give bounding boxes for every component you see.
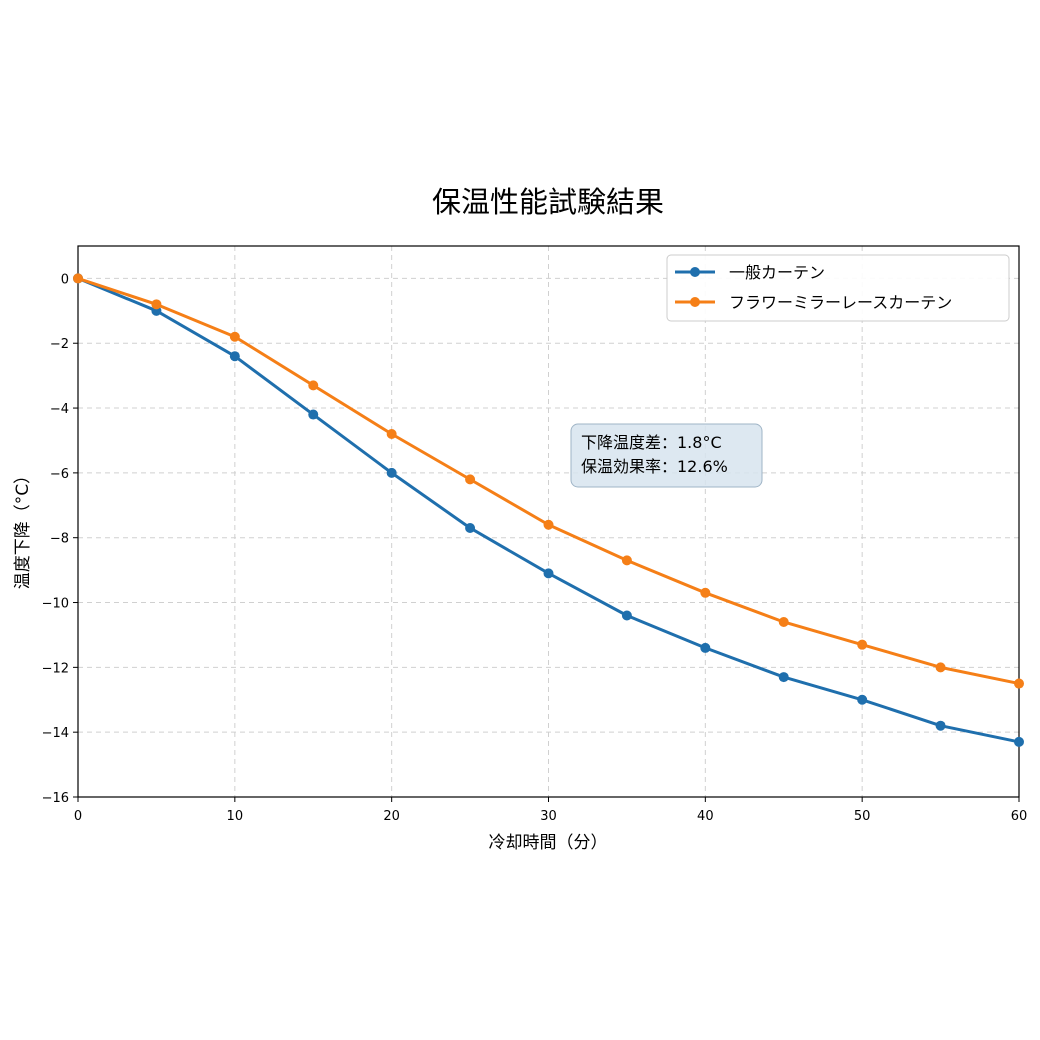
data-point [778, 616, 789, 627]
data-point [1014, 678, 1024, 689]
x-tick-label: 0 [74, 809, 82, 824]
annotation-line-1: 下降温度差：1.8°C [581, 433, 722, 452]
data-point [778, 672, 789, 683]
data-point [621, 555, 632, 566]
x-axis-title: 冷却時間（分） [489, 833, 608, 853]
x-tick-label: 30 [540, 809, 557, 824]
x-tick-label: 50 [854, 809, 871, 824]
data-point [857, 639, 868, 650]
data-point [229, 351, 240, 362]
x-tick-label: 40 [697, 809, 714, 824]
y-tick-label: 0 [61, 272, 69, 287]
y-tick-label: −6 [50, 467, 69, 482]
chart-title: 保温性能試験結果 [432, 185, 664, 219]
legend-marker-0 [690, 267, 700, 277]
data-point [543, 519, 554, 530]
y-axis-title: 温度下降（°C） [13, 467, 33, 589]
data-point [73, 273, 83, 284]
data-point [700, 587, 711, 598]
x-tick-label: 20 [383, 809, 400, 824]
y-tick-label: −14 [42, 726, 69, 741]
y-tick-label: −8 [50, 532, 69, 547]
legend-label-0: 一般カーテン [729, 263, 825, 282]
y-tick-label: −16 [42, 791, 69, 806]
y-tick-label: −4 [50, 402, 69, 417]
data-point [700, 642, 711, 653]
data-point [935, 720, 946, 731]
legend: 一般カーテン フラワーミラーレースカーテン [666, 254, 1010, 322]
data-point [386, 467, 397, 478]
annotation-background [570, 423, 763, 488]
legend-label-1: フラワーミラーレースカーテン [729, 293, 952, 312]
series [73, 273, 1024, 747]
annotation-line-2: 保温効果率：12.6% [581, 457, 728, 476]
data-point [857, 694, 868, 705]
annotation-box: 下降温度差：1.8°C 保温効果率：12.6% [570, 423, 763, 488]
data-point [308, 409, 319, 420]
legend-box [666, 254, 1010, 322]
data-point [229, 331, 240, 342]
series-1 [73, 273, 1024, 689]
data-point [935, 662, 946, 673]
data-point [386, 428, 397, 439]
y-tick-label: −2 [50, 337, 69, 352]
grid [78, 246, 1019, 797]
data-point [543, 568, 554, 579]
y-tick-label: −12 [42, 661, 69, 676]
legend-marker-1 [690, 297, 700, 307]
data-point [465, 522, 476, 533]
data-point [621, 610, 632, 621]
x-tick-label: 60 [1011, 809, 1028, 824]
data-point [151, 299, 162, 310]
x-tick-label: 10 [227, 809, 244, 824]
y-tick-label: −10 [42, 597, 69, 612]
data-point [465, 474, 476, 485]
axis-ticks: 0 10 20 30 40 50 60 0 −2 −4 −6 −8 −10 −12 −14 −16 [42, 272, 1028, 824]
data-point [308, 380, 319, 391]
data-point [1014, 736, 1024, 747]
